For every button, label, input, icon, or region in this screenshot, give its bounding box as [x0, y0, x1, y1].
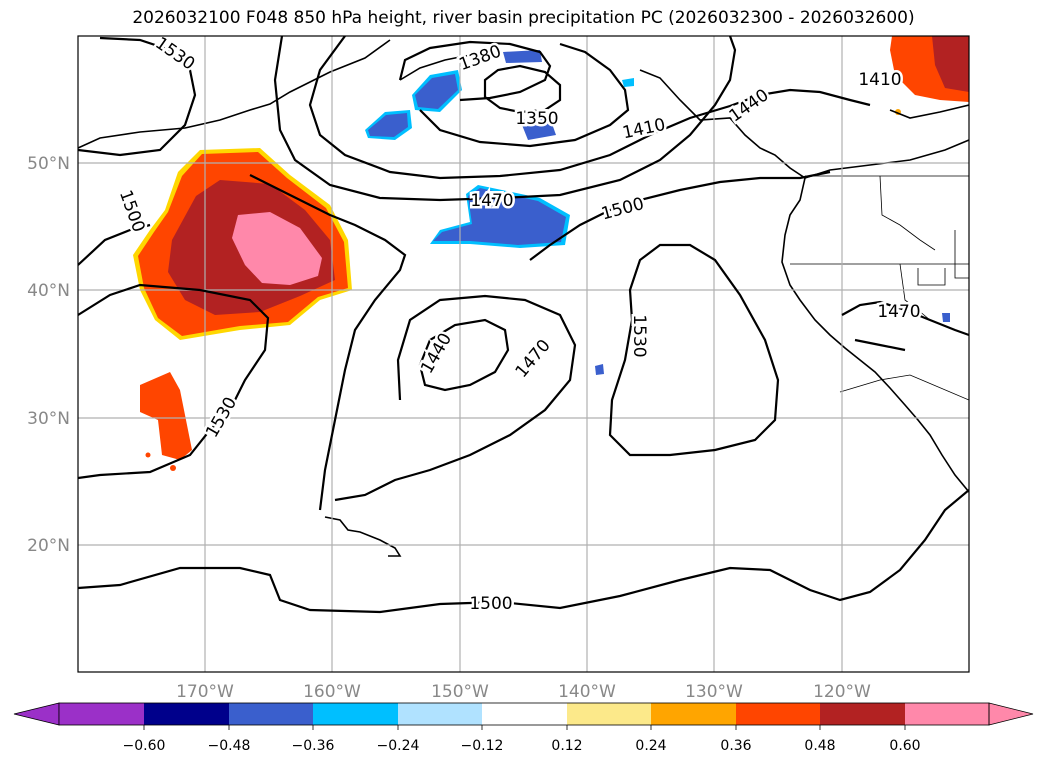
- lat-label-20n: 20°N: [27, 536, 70, 556]
- colorbar-swatch: [905, 703, 989, 725]
- map-frame: [77, 35, 970, 673]
- lon-label-120w: 120°W: [813, 682, 871, 702]
- positive-anomaly-west: [133, 148, 352, 340]
- colorbar-tick-label: 0.24: [635, 738, 666, 754]
- longitude-labels: 170°W 160°W 150°W 140°W 130°W 120°W: [176, 682, 871, 702]
- contour-label: 1410: [621, 115, 667, 144]
- map-area: [78, 36, 969, 672]
- colorbar-tick-label: 0.12: [551, 738, 582, 754]
- colorbar-swatch: [736, 703, 820, 725]
- contour-label: 1470: [877, 302, 920, 322]
- height-contours: [78, 36, 969, 614]
- colorbar-extend-high: [988, 702, 1034, 726]
- colorbar-tick-label: −0.48: [208, 738, 251, 754]
- positive-anomaly-northeast: [890, 36, 969, 115]
- colorbar-extend-low: [13, 702, 60, 726]
- colorbar-tick-label: −0.60: [123, 738, 166, 754]
- lat-label-40n: 40°N: [27, 281, 70, 301]
- contour-label: 1350: [515, 109, 558, 129]
- lon-label-170w: 170°W: [176, 682, 234, 702]
- colorbar-outline: [58, 702, 990, 726]
- colorbar-tick-label: −0.12: [461, 738, 504, 754]
- colorbar-swatch: [398, 703, 482, 725]
- lon-label-140w: 140°W: [558, 682, 616, 702]
- gridlines: [78, 36, 969, 672]
- contour-label: 1470: [470, 191, 513, 211]
- colorbar: −0.60 −0.48 −0.36 −0.24 −0.12 0.12 0.24 …: [13, 702, 1034, 754]
- colorbar-swatch: [229, 703, 313, 725]
- colorbar-ticks: [143, 725, 906, 730]
- contour-label: 1500: [469, 594, 512, 614]
- colorbar-tick-label: −0.36: [292, 738, 335, 754]
- lat-label-50n: 50°N: [27, 154, 70, 174]
- colorbar-swatch: [144, 703, 229, 725]
- lon-label-130w: 130°W: [685, 682, 743, 702]
- lon-label-160w: 160°W: [303, 682, 361, 702]
- negative-anomaly-small: [595, 313, 950, 375]
- colorbar-swatch: [567, 703, 651, 725]
- colorbar-swatch: [482, 703, 567, 725]
- colorbar-swatch: [820, 703, 905, 725]
- contour-label: 1410: [858, 70, 901, 90]
- colorbar-swatch: [651, 703, 736, 725]
- positive-anomaly-southwest: [140, 372, 192, 471]
- contour-label: 1530: [629, 314, 649, 357]
- map-title: 2026032100 F048 850 hPa height, river ba…: [132, 8, 915, 28]
- lon-label-150w: 150°W: [431, 682, 489, 702]
- colorbar-tick-label: 0.36: [720, 738, 751, 754]
- colorbar-swatch: [59, 703, 144, 725]
- negative-anomaly-aleutian: [365, 50, 634, 140]
- colorbar-tick-label: 0.60: [889, 738, 920, 754]
- coastlines: [78, 39, 969, 557]
- colorbar-tick-label: 0.48: [804, 738, 835, 754]
- latitude-labels: 50°N 40°N 30°N 20°N: [27, 154, 70, 556]
- lat-label-30n: 30°N: [27, 409, 70, 429]
- colorbar-tick-label: −0.24: [377, 738, 420, 754]
- negative-anomaly-gulf: [430, 185, 570, 248]
- colorbar-swatch: [313, 703, 398, 725]
